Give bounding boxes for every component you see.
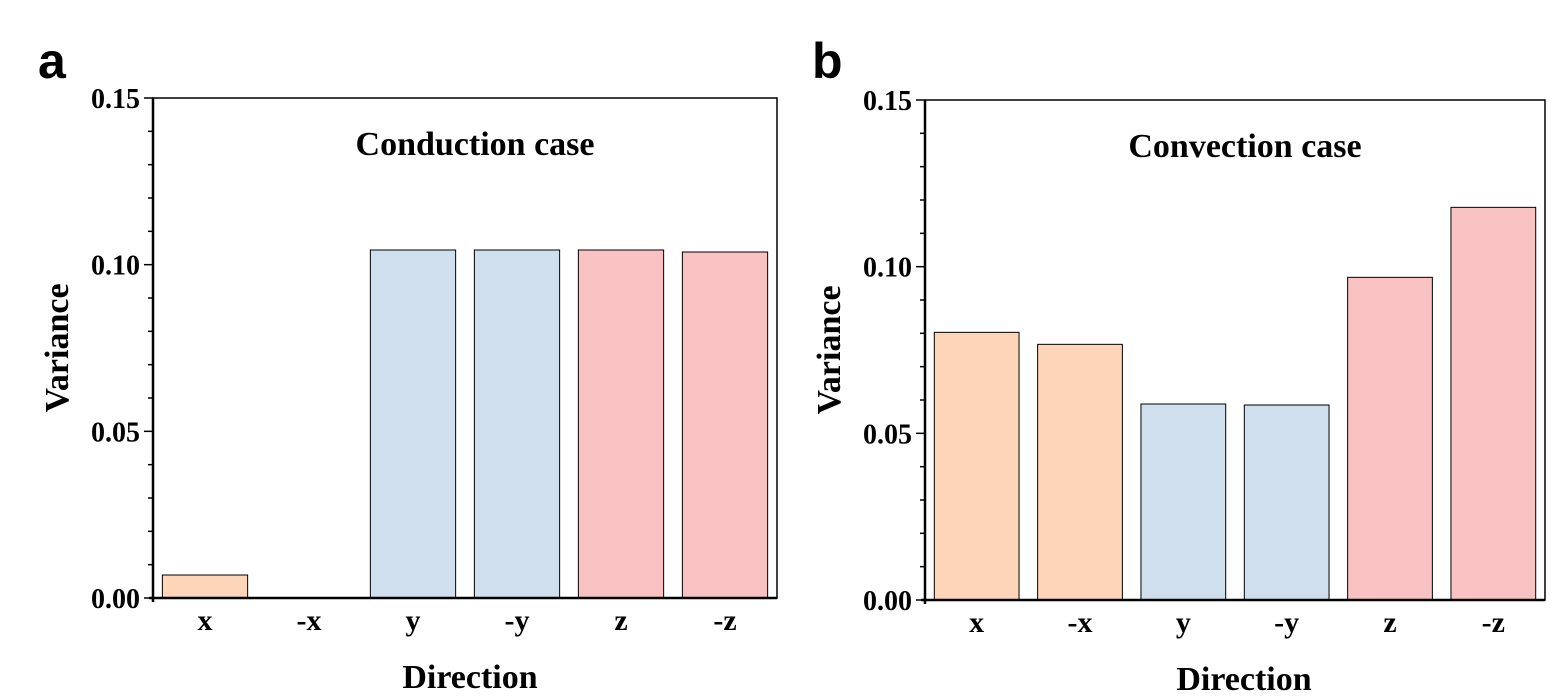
bar-x — [161, 574, 249, 599]
x-tick-label: z — [1383, 606, 1396, 639]
x-tick-label: -x — [1068, 606, 1093, 639]
bar--z — [681, 251, 769, 599]
chart-title: Convection case — [1128, 128, 1361, 165]
chart-title: Conduction case — [356, 126, 595, 163]
bar--y — [1243, 404, 1330, 601]
bar-z — [577, 249, 665, 599]
x-tick-label: -y — [1274, 606, 1299, 639]
bar-y — [369, 249, 457, 599]
y-tick-label: 0.15 — [91, 84, 140, 115]
panel-label: a — [38, 33, 67, 89]
bar-y — [1140, 403, 1227, 601]
chart-panel-b: x -x y -y z -z 0.00 0.05 0.10 0.15 Convection case… — [811, 33, 1546, 697]
x-axis-label: Direction — [402, 659, 537, 696]
y-axis-label: Variance — [39, 283, 76, 412]
y-tick-label: 0.05 — [863, 419, 912, 450]
y-tick-label: 0.10 — [863, 253, 912, 284]
x-tick-label: z — [614, 604, 627, 637]
y-tick-label: 0.00 — [91, 584, 140, 615]
bar--z — [1450, 206, 1537, 601]
y-tick-label: 0.05 — [91, 417, 140, 448]
x-tick-label: y — [1176, 606, 1191, 639]
y-tick-label: 0.10 — [91, 251, 140, 282]
x-tick-label: x — [969, 606, 984, 639]
bar-z — [1347, 276, 1433, 601]
chart-panel-a: x -x y -y z -z 0.00 0.05 0.10 0.15 Conduction case… — [38, 33, 778, 696]
panel-label: b — [812, 33, 843, 89]
x-tick-label: -z — [713, 604, 736, 637]
x-tick-label: y — [406, 604, 421, 637]
y-tick-label: 0.15 — [863, 86, 912, 117]
x-axis-label: Direction — [1176, 661, 1311, 697]
y-axis-label: Variance — [811, 285, 848, 414]
y-tick-label: 0.00 — [863, 586, 912, 617]
bar--y — [473, 249, 561, 599]
x-tick-label: -x — [297, 604, 322, 637]
bar-x — [933, 331, 1020, 601]
bar--x — [1037, 343, 1123, 601]
x-tick-label: -z — [1482, 606, 1505, 639]
x-tick-label: x — [198, 604, 213, 637]
x-tick-label: -y — [505, 604, 530, 637]
